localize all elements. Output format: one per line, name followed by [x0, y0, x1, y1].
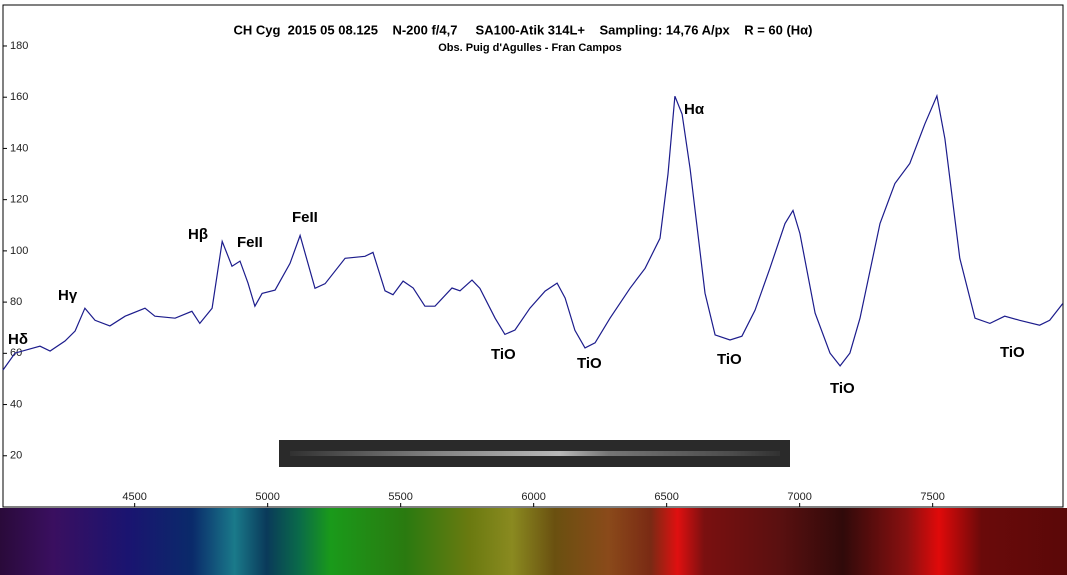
chart-subtitle: Obs. Puig d'Agulles - Fran Campos: [438, 42, 622, 54]
annotation: Hγ: [58, 287, 78, 304]
y-tick-label: 80: [10, 296, 22, 308]
y-tick-label: 160: [10, 91, 28, 103]
y-tick-label: 20: [10, 450, 22, 462]
x-tick-label: 5000: [255, 491, 279, 503]
annotation: TiO: [717, 351, 742, 368]
annotation: Hδ: [8, 331, 28, 348]
x-tick-label: 6000: [521, 491, 545, 503]
annotation: FeII: [292, 209, 318, 226]
annotation: TiO: [1000, 344, 1025, 361]
color-spectrum: [0, 508, 1067, 575]
y-tick-label: 120: [10, 194, 28, 206]
y-tick-label: 40: [10, 398, 22, 410]
annotation: TiO: [577, 355, 602, 372]
y-tick-label: 140: [10, 142, 28, 154]
x-tick-label: 4500: [122, 491, 146, 503]
annotation: Hα: [684, 101, 705, 118]
annotation: FeII: [237, 234, 263, 251]
spectrum-trace: [290, 451, 780, 456]
y-tick-label: 180: [10, 40, 28, 52]
plot-frame: [2, 4, 1064, 508]
x-tick-label: 7500: [920, 491, 944, 503]
spectrum-line: [2, 93, 1064, 371]
chart-title: CH Cyg 2015 05 08.125 N-200 f/4,7 SA100-…: [233, 22, 812, 37]
x-tick-label: 5500: [388, 491, 412, 503]
annotation: TiO: [830, 380, 855, 397]
annotation: Hβ: [188, 226, 208, 243]
y-tick-label: 100: [10, 245, 28, 257]
x-tick-label: 6500: [654, 491, 678, 503]
x-tick-label: 7000: [787, 491, 811, 503]
annotation: TiO: [491, 346, 516, 363]
